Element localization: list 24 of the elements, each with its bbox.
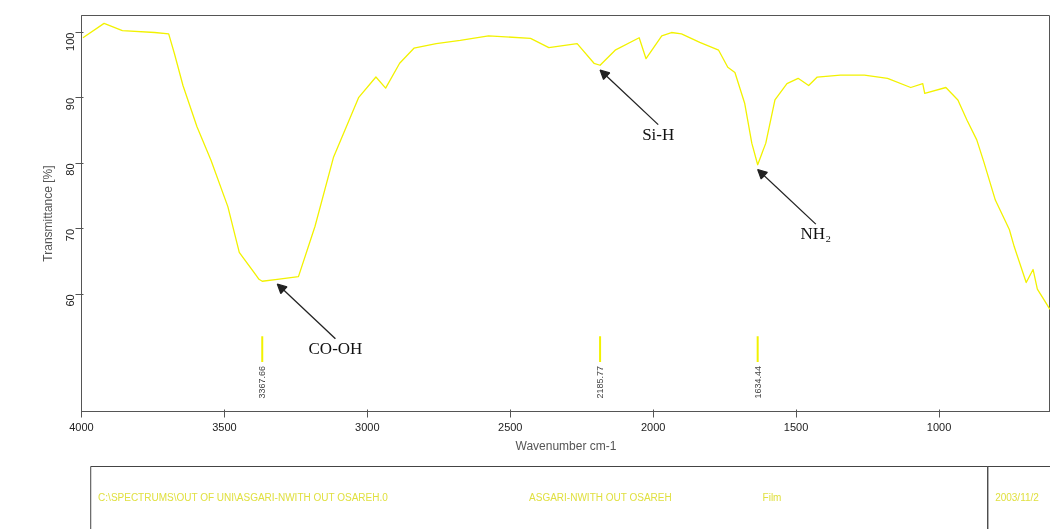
x-tick-label: 3500 — [212, 420, 237, 433]
y-tick-label: 90 — [64, 97, 77, 111]
y-tick-label: 80 — [64, 163, 77, 176]
annotation: CO-OH — [308, 338, 363, 358]
ref-line-label: 2185.77 — [595, 365, 606, 399]
x-tick-label: 3000 — [355, 420, 380, 433]
text: 2003/11/2 — [995, 492, 1040, 503]
text: ASGARI-NWITH OUT OSAREH — [529, 492, 672, 503]
y-tick-label: 70 — [64, 228, 77, 242]
x-axis-title: Wavenumber cm-1 — [515, 438, 617, 453]
annotation: Si-H — [642, 124, 675, 144]
y-tick-label: 60 — [64, 294, 77, 307]
text: Film — [762, 492, 782, 503]
x-tick-label: 1500 — [783, 420, 809, 433]
ref-line-label: 1634.44 — [752, 365, 763, 399]
y-tick-label: 100 — [64, 32, 77, 51]
text: C:\SPECTRUMS\OUT OF UNI\ASGARI-NWITH OUT OSAREH.0 — [98, 492, 389, 503]
x-tick-label: 1000 — [926, 420, 952, 433]
x-tick-label: 2000 — [640, 420, 666, 433]
y-axis-title: Transmittance [%] — [40, 165, 55, 262]
ref-line-label: 3367.66 — [257, 365, 268, 399]
annotation: NH₂ — [800, 224, 832, 244]
x-tick-label: 2500 — [498, 420, 523, 433]
x-tick-label: 4000 — [69, 420, 94, 433]
